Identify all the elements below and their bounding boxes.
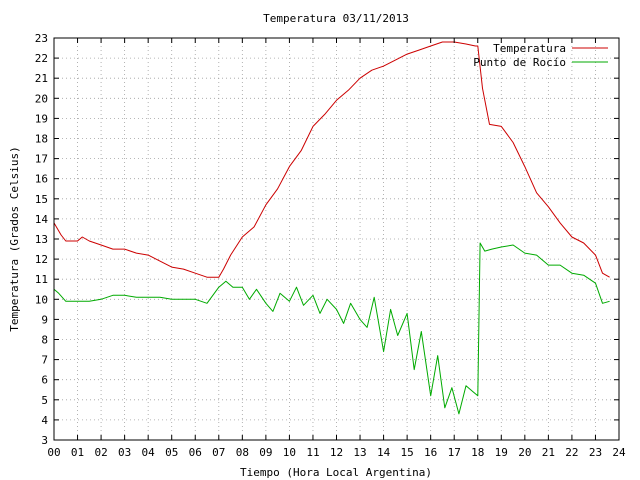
y-tick-label: 9 <box>41 313 48 326</box>
legend-label-temperatura: Temperatura <box>493 42 566 55</box>
x-tick-label: 22 <box>565 446 578 459</box>
y-tick-label: 13 <box>35 233 48 246</box>
x-axis-label: Tiempo (Hora Local Argentina) <box>240 466 432 479</box>
series-line-temperatura <box>53 41 610 278</box>
x-tick-label: 15 <box>401 446 414 459</box>
series-lines <box>53 41 610 415</box>
x-tick-label: 21 <box>542 446 555 459</box>
y-tick-label: 18 <box>35 133 48 146</box>
x-tick-label: 24 <box>612 446 626 459</box>
y-tick-label: 20 <box>35 92 48 105</box>
x-tick-label: 16 <box>424 446 437 459</box>
grid-lines <box>54 38 619 440</box>
x-tick-label: 01 <box>71 446 84 459</box>
y-tick-label: 14 <box>35 213 49 226</box>
chart-title: Temperatura 03/11/2013 <box>263 12 409 25</box>
x-tick-label: 10 <box>283 446 296 459</box>
y-tick-label: 23 <box>35 32 48 45</box>
x-tick-label: 02 <box>94 446 107 459</box>
y-tick-label: 4 <box>41 414 48 427</box>
y-axis-label: Temperatura (Grados Celsius) <box>8 146 21 331</box>
x-tick-label: 08 <box>236 446 249 459</box>
y-tick-label: 12 <box>35 253 48 266</box>
x-tick-label: 18 <box>471 446 484 459</box>
y-tick-label: 15 <box>35 193 48 206</box>
x-tick-label: 03 <box>118 446 131 459</box>
x-tick-label: 05 <box>165 446 178 459</box>
y-tick-label: 21 <box>35 72 48 85</box>
axis-ticks: 00 01 02 03 04 05 06 07 08 09 10 11 12 13 14 15 16 17 18 19… <box>35 32 626 459</box>
series-line-punto-de-rocio <box>53 242 610 415</box>
y-tick-label: 7 <box>41 354 48 367</box>
x-tick-label: 20 <box>518 446 531 459</box>
legend: Temperatura Punto de Rocío <box>473 42 608 69</box>
x-tick-label: 23 <box>589 446 602 459</box>
y-tick-label: 8 <box>41 334 48 347</box>
y-tick-label: 22 <box>35 52 48 65</box>
x-tick-label: 06 <box>189 446 202 459</box>
y-tick-label: 11 <box>35 273 48 286</box>
x-tick-label: 11 <box>306 446 319 459</box>
x-tick-label: 12 <box>330 446 343 459</box>
x-tick-label: 17 <box>448 446 461 459</box>
y-tick-label: 10 <box>35 293 48 306</box>
x-tick-label: 13 <box>353 446 366 459</box>
y-tick-label: 3 <box>41 434 48 447</box>
y-tick-label: 17 <box>35 153 48 166</box>
x-tick-label: 19 <box>495 446 508 459</box>
y-tick-label: 16 <box>35 173 48 186</box>
x-tick-label: 14 <box>377 446 391 459</box>
x-tick-label: 04 <box>142 446 156 459</box>
y-tick-label: 6 <box>41 374 48 387</box>
legend-label-punto-de-rocio: Punto de Rocío <box>473 56 566 69</box>
y-tick-label: 5 <box>41 394 48 407</box>
x-tick-label: 00 <box>47 446 60 459</box>
x-tick-label: 07 <box>212 446 225 459</box>
y-tick-label: 19 <box>35 112 48 125</box>
x-tick-label: 09 <box>259 446 272 459</box>
